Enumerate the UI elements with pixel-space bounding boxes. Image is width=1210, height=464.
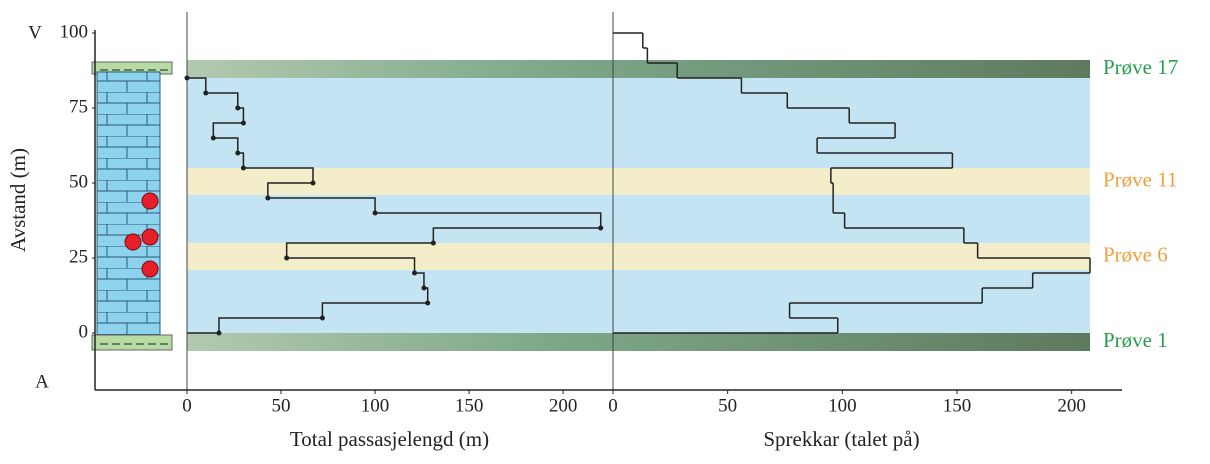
x-tick-label: 200 bbox=[549, 395, 578, 416]
x-tick-label: 50 bbox=[272, 395, 291, 416]
sample-band bbox=[187, 333, 1090, 351]
band-label: Prøve 1 bbox=[1103, 328, 1168, 352]
step-connector bbox=[321, 302, 428, 318]
band-label: Prøve 6 bbox=[1103, 242, 1168, 266]
step-connector bbox=[286, 257, 416, 273]
data-point bbox=[421, 285, 427, 291]
x-tick-label: 150 bbox=[455, 395, 484, 416]
x-tick-label: 150 bbox=[943, 395, 972, 416]
background-layer bbox=[187, 60, 1090, 351]
sample-dot bbox=[141, 260, 159, 278]
y-tick-label: 50 bbox=[69, 171, 88, 192]
data-point bbox=[412, 270, 418, 276]
step-connector bbox=[218, 317, 323, 333]
sample-dot bbox=[141, 192, 159, 210]
step-connector bbox=[285, 242, 434, 258]
data-point bbox=[598, 225, 604, 231]
y-tick-label: 25 bbox=[69, 246, 88, 267]
sample-dot bbox=[124, 233, 142, 251]
background-zone bbox=[187, 78, 1090, 333]
x-tick-label: 200 bbox=[1057, 395, 1086, 416]
data-point bbox=[203, 90, 209, 96]
band-label: Prøve 17 bbox=[1103, 55, 1178, 79]
top-label: V bbox=[28, 22, 42, 43]
data-point bbox=[184, 75, 190, 81]
y-axis-title: Avstand (m) bbox=[6, 148, 30, 252]
step-connector bbox=[213, 137, 239, 153]
x-axis-title: Total passasjelengd (m) bbox=[290, 427, 489, 451]
step-connector bbox=[267, 182, 313, 198]
step-connector bbox=[187, 77, 207, 93]
step-connector bbox=[414, 272, 425, 288]
data-point bbox=[240, 165, 246, 171]
step-connector bbox=[267, 197, 376, 213]
x-tick-label: 100 bbox=[361, 395, 390, 416]
data-point bbox=[235, 150, 241, 156]
data-point bbox=[425, 300, 431, 306]
bottom-label: A bbox=[35, 371, 49, 392]
y-tick-label: 0 bbox=[79, 321, 89, 342]
rock-column bbox=[91, 61, 173, 351]
x-tick-label: 50 bbox=[718, 395, 737, 416]
step-connector bbox=[212, 122, 244, 138]
sample-dot bbox=[141, 228, 159, 246]
x-tick-label: 100 bbox=[828, 395, 857, 416]
step-connector bbox=[375, 212, 602, 228]
data-point bbox=[240, 120, 246, 126]
sample-band bbox=[187, 243, 1090, 270]
data-point bbox=[430, 240, 436, 246]
data-point bbox=[235, 105, 241, 111]
y-tick-label: 100 bbox=[60, 21, 89, 42]
sample-band bbox=[187, 60, 1090, 78]
data-point bbox=[310, 180, 316, 186]
x-tick-label: 0 bbox=[182, 395, 192, 416]
band-label: Prøve 11 bbox=[1103, 167, 1177, 191]
data-point bbox=[284, 255, 290, 261]
data-point bbox=[265, 195, 271, 201]
x-axis-title: Sprekkar (talet på) bbox=[763, 427, 919, 451]
column-cap bbox=[91, 334, 173, 351]
sample-band bbox=[187, 168, 1090, 195]
data-point bbox=[216, 330, 222, 336]
step-connector bbox=[432, 227, 601, 243]
step-connector bbox=[243, 167, 314, 183]
step-connector bbox=[205, 92, 239, 108]
x-tick-label: 0 bbox=[608, 395, 618, 416]
data-point bbox=[319, 315, 325, 321]
data-point bbox=[210, 135, 216, 141]
y-tick-label: 75 bbox=[69, 96, 88, 117]
data-point bbox=[372, 210, 378, 216]
